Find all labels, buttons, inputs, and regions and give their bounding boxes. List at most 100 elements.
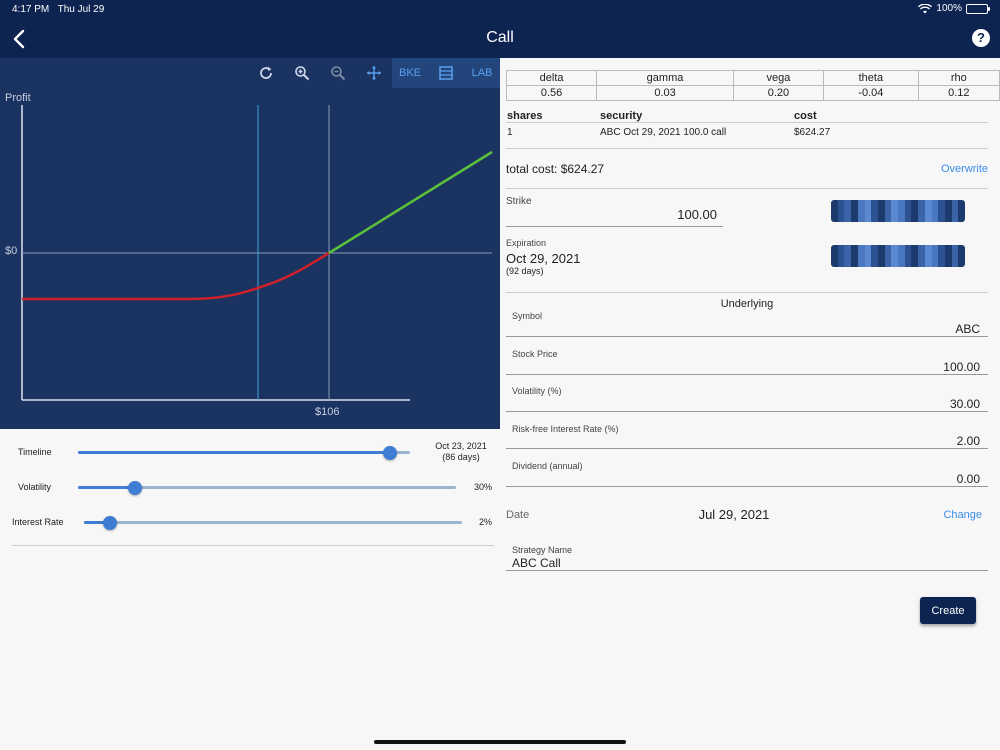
divider — [12, 545, 494, 546]
bke-button[interactable]: BKE — [392, 58, 428, 88]
table-icon — [439, 66, 453, 80]
lab-button[interactable]: LAB — [464, 58, 500, 88]
shares-header: shares — [507, 110, 543, 122]
zoom-out-icon — [331, 66, 346, 81]
greeks-header-row: delta gamma vega theta rho — [505, 70, 1000, 86]
strike-label: Strike — [506, 196, 532, 207]
timeline-slider-row: Timeline Oct 23, 2021 (86 days) — [0, 437, 500, 467]
zoom-out-button[interactable] — [320, 58, 356, 88]
payoff-chart-panel: BKE LAB Profit $0 $106 — [0, 58, 500, 429]
refresh-icon — [260, 66, 272, 79]
expiration-days: (92 days) — [506, 266, 544, 276]
interest-slider-track[interactable] — [84, 521, 462, 524]
divider — [506, 292, 988, 293]
expiration-picker-wheel[interactable] — [831, 245, 965, 267]
interest-slider-thumb[interactable] — [103, 516, 118, 530]
volatility-slider-row: Volatility 30% — [0, 472, 500, 502]
loss-curve — [22, 251, 330, 301]
move-arrows-icon — [367, 66, 381, 80]
volatility-label: Volatility — [18, 482, 52, 492]
timeline-value: Oct 23, 2021 (86 days) — [435, 441, 487, 462]
greek-value: 0.20 — [732, 85, 825, 101]
dividend-label: Dividend (annual) — [512, 461, 583, 471]
payoff-chart[interactable] — [0, 58, 500, 429]
interest-slider-row: Interest Rate 2% — [0, 507, 500, 537]
nav-bar: Call ? — [0, 20, 1000, 58]
help-icon[interactable]: ? — [972, 29, 990, 47]
timeline-label: Timeline — [18, 447, 52, 457]
symbol-field[interactable]: ABC — [506, 322, 988, 337]
divider — [506, 148, 988, 149]
greek-header: vega — [732, 70, 825, 86]
status-time: 4:17 PM Thu Jul 29 — [12, 4, 105, 15]
date-label: Date — [506, 509, 530, 521]
interest-rate-field[interactable]: 2.00 — [506, 434, 988, 449]
greek-header: delta — [505, 70, 598, 86]
create-button[interactable]: Create — [920, 597, 976, 624]
stock-price-field[interactable]: 100.00 — [506, 360, 988, 375]
divider — [506, 188, 988, 189]
interest-rate-label: Interest Rate — [12, 517, 64, 527]
volatility-field[interactable]: 30.00 — [506, 397, 988, 412]
y-axis-label: Profit — [5, 92, 31, 104]
volatility-slider-fill — [78, 486, 135, 489]
volatility-value: 30% — [473, 482, 492, 492]
wifi-icon — [918, 3, 933, 13]
divider — [506, 122, 988, 123]
strike-field[interactable]: 100.00 — [506, 207, 723, 227]
expiration-label: Expiration — [506, 238, 547, 248]
interest-slider-fill — [84, 521, 111, 524]
battery-percent: 100% — [936, 3, 962, 14]
scenario-sliders: Timeline Oct 23, 2021 (86 days) Volatilit… — [0, 429, 500, 546]
greeks-value-row: 0.56 0.03 0.20 -0.04 0.12 — [505, 85, 1000, 101]
zoom-in-icon — [295, 66, 310, 81]
security-header: security — [600, 110, 643, 122]
dividend-field[interactable]: 0.00 — [506, 472, 988, 487]
greeks-table: delta gamma vega theta rho 0.56 0.03 0.2… — [505, 70, 1000, 101]
timeline-slider-fill — [78, 451, 391, 454]
strategy-name-label: Strategy Name — [512, 545, 573, 555]
timeline-slider-track[interactable] — [78, 451, 410, 454]
stock-price-label: Stock Price — [512, 349, 558, 359]
pan-button[interactable] — [356, 58, 392, 88]
page-title: Call — [486, 29, 514, 46]
status-bar: 4:17 PM Thu Jul 29 100% — [0, 0, 1000, 20]
overwrite-link[interactable]: Overwrite — [940, 163, 988, 175]
date-value: Jul 29, 2021 — [698, 507, 770, 522]
security-value[interactable]: ABC Oct 29, 2021 100.0 call — [600, 127, 727, 138]
refresh-button[interactable] — [248, 58, 284, 88]
zoom-in-button[interactable] — [284, 58, 320, 88]
shares-value: 1 — [507, 127, 513, 138]
greek-header: rho — [917, 70, 1000, 86]
total-cost: total cost: $624.27 — [506, 162, 605, 176]
expiration-value[interactable]: Oct 29, 2021 — [506, 251, 581, 266]
greek-value: 0.12 — [917, 85, 1000, 101]
underlying-title: Underlying — [720, 298, 774, 310]
battery-icon — [966, 3, 990, 14]
interest-rate-field-label: Risk-free Interest Rate (%) — [512, 424, 619, 434]
timeline-slider-thumb[interactable] — [383, 446, 398, 460]
volatility-slider-track[interactable] — [78, 486, 456, 489]
status-right: 100% — [918, 3, 990, 14]
greek-value: 0.03 — [596, 85, 734, 101]
volatility-field-label: Volatility (%) — [512, 386, 562, 396]
greek-value: 0.56 — [505, 85, 598, 101]
strike-picker-wheel[interactable] — [831, 200, 965, 222]
symbol-label: Symbol — [512, 311, 543, 321]
y-tick-zero: $0 — [5, 245, 18, 257]
x-tick-label: $106 — [315, 406, 340, 418]
cost-header: cost — [794, 110, 817, 122]
home-indicator[interactable] — [374, 740, 626, 744]
table-button[interactable] — [428, 58, 464, 88]
greek-header: theta — [823, 70, 919, 86]
back-chevron-icon[interactable] — [10, 28, 30, 50]
change-date-link[interactable]: Change — [943, 509, 982, 521]
interest-rate-value: 2% — [478, 517, 492, 527]
chart-toolbar: BKE LAB — [248, 58, 500, 88]
strategy-name-field[interactable]: ABC Call — [506, 556, 988, 571]
greek-value: -0.04 — [823, 85, 919, 101]
profit-curve — [328, 150, 493, 255]
volatility-slider-thumb[interactable] — [127, 481, 142, 495]
greek-header: gamma — [596, 70, 734, 86]
cost-value: $624.27 — [794, 127, 831, 138]
